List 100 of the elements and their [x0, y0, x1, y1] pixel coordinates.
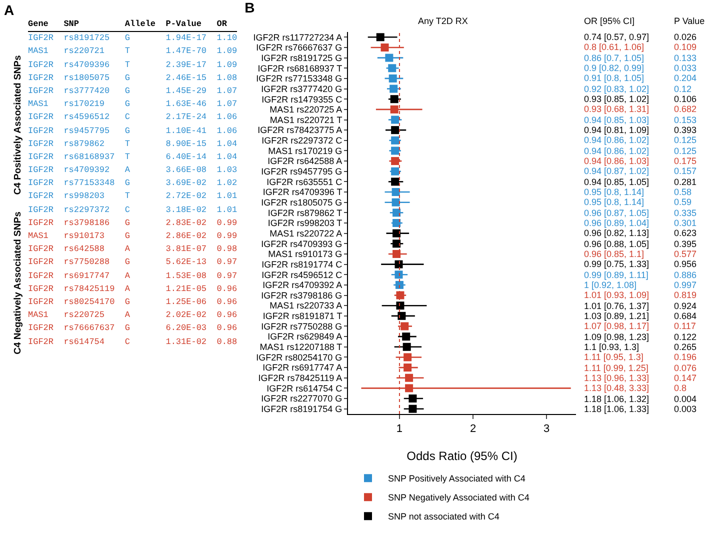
text: 0.109: [674, 42, 697, 52]
y-tick-label: IGF2R rs629849 A: [268, 332, 342, 342]
point: [391, 146, 400, 155]
text: P Value: [674, 16, 705, 26]
text: MAS1 rs910173 G 2.86E-02 0.99: [28, 231, 238, 241]
text: 0.99 [0.75, 1.33]: [584, 259, 650, 269]
text: MAS1 rs170219 G 1.63E-46 1.07: [28, 99, 238, 110]
text: IGF2R rs4596512 C 2.17E-24 1.06: [28, 112, 238, 122]
text: 0.577: [674, 249, 697, 259]
y-tick-label: MAS1 rs910173 G: [268, 249, 342, 260]
text: 0.175: [674, 156, 697, 166]
point: [394, 260, 403, 268]
text: 0.96 [0.89, 1.04]: [584, 218, 650, 228]
point: [390, 95, 398, 104]
point: [392, 219, 401, 227]
y-tick-label: IGF2R rs8191774 C: [262, 259, 343, 270]
text: IGF2R rs8191725 G 1.94E-17 1.10: [28, 33, 238, 44]
point: [392, 188, 400, 196]
y-tick-label: IGF2R rs2277070 G: [261, 394, 342, 404]
point: [394, 270, 403, 279]
text: IGF2R rs642588 A 3.81E-07 0.98: [28, 244, 238, 254]
text: IGF2R rs2297372 C 3.18E-02 1.01: [28, 204, 238, 215]
y-tick-label: IGF2R rs4709393 G: [261, 238, 342, 249]
text: C4 Negatively Associated SNPs: [12, 212, 24, 354]
point: [380, 43, 389, 52]
text: 0.117: [674, 321, 696, 331]
text: 1.18 [1.06, 1.32]: [584, 394, 650, 404]
point: [405, 384, 414, 392]
text: 1.11 [0.95, 1.3]: [584, 352, 644, 362]
y-tick-label: IGF2R rs77153348 G: [256, 74, 342, 84]
text: 0.94 [0.86, 1.03]: [584, 156, 650, 166]
point: [392, 250, 401, 258]
point: [391, 126, 400, 134]
text: Gene SNP Allele P-Value OR: [28, 19, 227, 29]
text: 0.076: [674, 363, 697, 373]
point: [391, 136, 400, 144]
text: IGF2R rs78425119 A 1.21E-05 0.96: [28, 284, 238, 294]
text: A: [4, 2, 14, 18]
text: 0.96 [0.82, 1.13]: [584, 228, 650, 238]
y-tick-label: IGF2R rs2297372 C: [262, 136, 343, 146]
chart-title: B: [244, 0, 255, 16]
y-tick-label: IGF2R rs78425119 A: [258, 373, 342, 384]
text: MAS1 rs220721 T 1.47E-70 1.09: [28, 46, 238, 56]
point: [405, 374, 414, 382]
text: 0.886: [674, 270, 697, 280]
text: 1.13 [0.48, 3.33]: [584, 383, 650, 393]
point: [392, 229, 401, 238]
y-tick-label: IGF2R rs8191754 G: [261, 404, 342, 414]
text: IGF2R rs998203 T 2.72E-02 1.01: [28, 191, 238, 202]
y-tick-label: IGF2R rs78423775 A: [258, 125, 342, 136]
point: [391, 167, 400, 176]
text: IGF2R rs7750288 G 5.62E-13 0.97: [28, 257, 238, 268]
point: [390, 105, 398, 114]
text: 0.94 [0.85, 1.05]: [584, 177, 650, 187]
y-tick-label: IGF2R rs614754 C: [266, 383, 343, 394]
point: [392, 198, 400, 206]
text: 1.01 [0.76, 1.37]: [584, 301, 650, 311]
text: 0.004: [674, 394, 697, 404]
x-tick-label: 1: [396, 423, 403, 436]
text: 0.86 [0.7, 1.05]: [584, 53, 644, 63]
text: 0.153: [674, 115, 697, 125]
y-tick-label: IGF2R rs7750288 G: [261, 321, 342, 332]
point: [396, 302, 404, 310]
point: [392, 240, 401, 248]
point: [395, 280, 404, 289]
y-tick-label: IGF2R rs4709396 T: [262, 187, 343, 198]
text: IGF2R rs1805075 G 2.46E-15 1.08: [28, 72, 238, 83]
text: 0.94 [0.85, 1.03]: [584, 115, 650, 125]
text: IGF2R rs3798186 G 2.83E-02 0.99: [28, 218, 238, 228]
text: 0.196: [674, 352, 697, 362]
text: 0.8: [674, 383, 687, 393]
x-tick-label: 3: [544, 423, 550, 436]
point: [408, 404, 417, 413]
text: MAS1 rs220725 A 2.02E-02 0.96: [28, 310, 238, 320]
text: 0.94 [0.81, 1.09]: [584, 125, 650, 135]
point: [402, 332, 410, 341]
y-tick-label: IGF2R rs8191725 G: [261, 52, 342, 63]
text: 0.94 [0.86, 1.02]: [584, 135, 650, 145]
text: 1.03 [0.89, 1.21]: [584, 311, 650, 321]
y-tick-label: IGF2R rs998203 T: [268, 218, 343, 228]
text: 0.125: [674, 146, 697, 156]
text: 0.157: [674, 166, 697, 176]
text: IGF2R rs3777420 G 1.45E-29 1.07: [28, 86, 238, 96]
legend-label: SNP Positively Associated with C4: [388, 474, 526, 484]
text: 0.106: [674, 94, 697, 104]
text: 0.684: [674, 311, 697, 321]
text: 0.395: [674, 239, 697, 249]
text: 0.12: [674, 84, 692, 94]
y-tick-label: IGF2R rs1479355 C: [262, 94, 343, 104]
y-tick-label: IGF2R rs4596512 C: [262, 270, 343, 280]
text: 0.95 [0.8, 1.14]: [584, 187, 644, 197]
text: 0.682: [674, 104, 697, 114]
text: 0.265: [674, 342, 697, 352]
text: 0.92 [0.83, 1.02]: [584, 84, 650, 94]
text: 1.07 [0.98, 1.17]: [584, 321, 650, 331]
text: 0.819: [674, 290, 697, 300]
y-tick-label: MAS1 rs170219 G: [268, 146, 342, 156]
y-tick-label: MAS1 rs220733 A: [270, 300, 342, 311]
point: [408, 394, 417, 403]
text: IGF2R rs9457795 G 1.10E-41 1.06: [28, 126, 238, 136]
